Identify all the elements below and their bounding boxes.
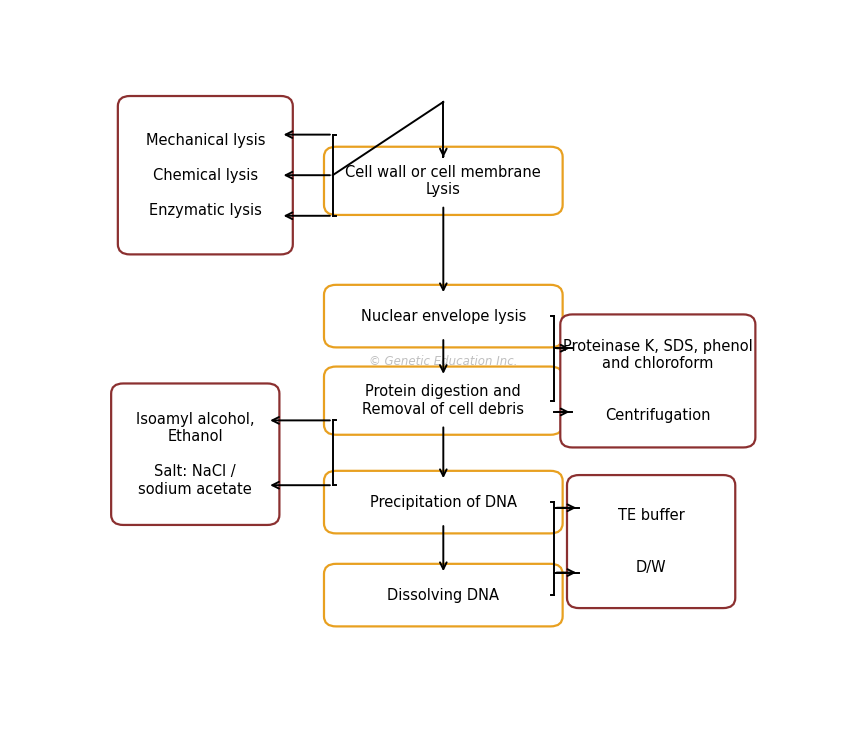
Text: Isoamyl alcohol,
Ethanol

Salt: NaCl /
sodium acetate: Isoamyl alcohol, Ethanol Salt: NaCl / so… bbox=[136, 412, 254, 496]
FancyBboxPatch shape bbox=[324, 471, 562, 534]
FancyBboxPatch shape bbox=[118, 96, 293, 255]
FancyBboxPatch shape bbox=[324, 564, 562, 627]
Text: TE buffer


D/W: TE buffer D/W bbox=[618, 508, 684, 575]
Text: Nuclear envelope lysis: Nuclear envelope lysis bbox=[361, 309, 526, 324]
Text: Cell wall or cell membrane
Lysis: Cell wall or cell membrane Lysis bbox=[345, 165, 541, 197]
FancyBboxPatch shape bbox=[567, 475, 735, 608]
Text: Dissolving DNA: Dissolving DNA bbox=[388, 588, 499, 602]
Text: Precipitation of DNA: Precipitation of DNA bbox=[370, 495, 516, 509]
FancyBboxPatch shape bbox=[561, 315, 755, 447]
Text: Protein digestion and
Removal of cell debris: Protein digestion and Removal of cell de… bbox=[362, 384, 524, 417]
Text: © Genetic Education Inc.: © Genetic Education Inc. bbox=[369, 355, 517, 367]
FancyBboxPatch shape bbox=[324, 285, 562, 348]
Text: Mechanical lysis

Chemical lysis

Enzymatic lysis: Mechanical lysis Chemical lysis Enzymati… bbox=[145, 133, 265, 217]
FancyBboxPatch shape bbox=[111, 384, 279, 525]
Text: Proteinase K, SDS, phenol
and chloroform


Centrifugation: Proteinase K, SDS, phenol and chloroform… bbox=[563, 339, 753, 423]
FancyBboxPatch shape bbox=[324, 367, 562, 435]
FancyBboxPatch shape bbox=[324, 146, 562, 215]
